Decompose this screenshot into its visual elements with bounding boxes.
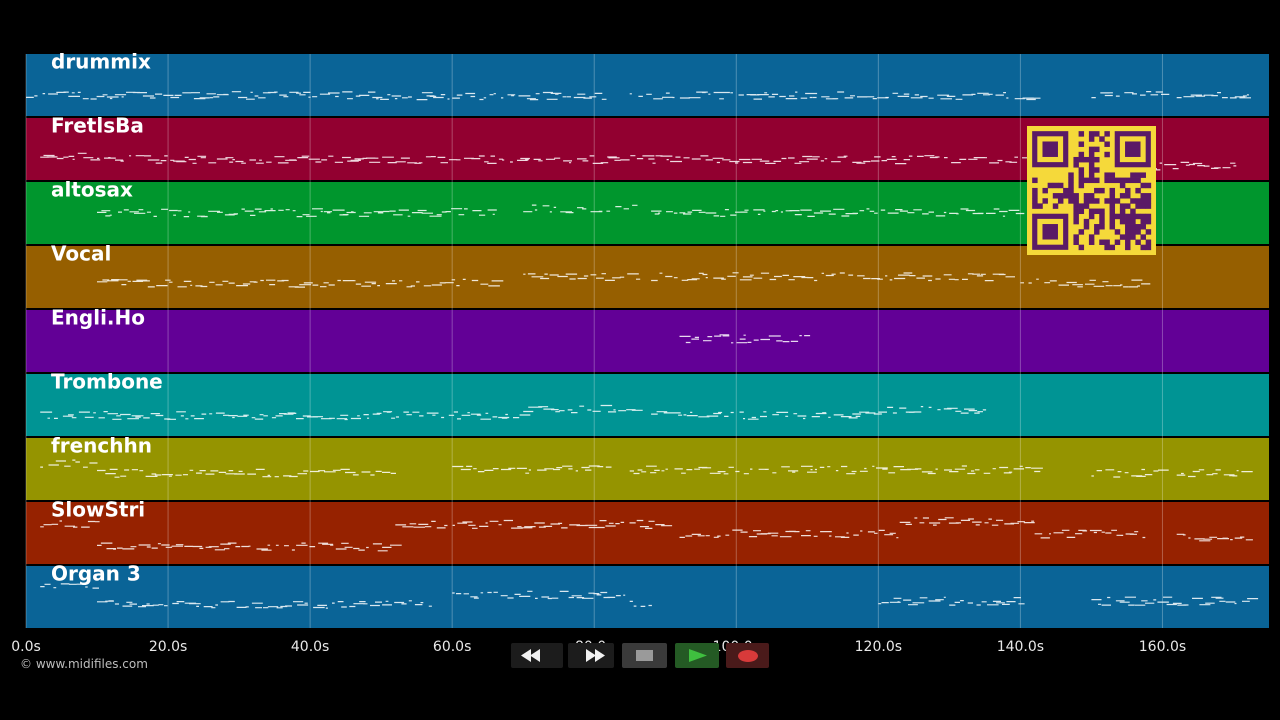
axis-tick-label: 40.0s (290, 639, 330, 655)
note-trace (523, 204, 638, 214)
note-trace (651, 208, 1025, 217)
note-trace (97, 155, 617, 164)
note-trace (1176, 92, 1251, 99)
note-trace (651, 272, 1015, 282)
note-trace (899, 517, 1035, 526)
track-label: altosax (51, 178, 133, 202)
note-trace (97, 468, 396, 478)
track-label: Trombone (51, 370, 163, 394)
track-label: drummix (51, 50, 151, 74)
record-icon (738, 650, 758, 662)
track-lane (26, 246, 1269, 308)
track-label: Engli.Ho (51, 306, 145, 330)
note-trace (1176, 533, 1253, 542)
note-trace (452, 91, 607, 101)
note-trace (1091, 596, 1259, 606)
note-trace (97, 542, 402, 552)
note-trace (651, 411, 882, 420)
axis-tick-label: 20.0s (148, 639, 188, 655)
note-trace (97, 208, 497, 218)
note-trace (97, 600, 432, 609)
note-trace (452, 465, 612, 474)
axis-tick-label: 160.0s (1138, 639, 1187, 655)
rewind-button[interactable] (511, 643, 563, 668)
note-trace (40, 152, 101, 161)
track-label: Organ 3 (51, 562, 141, 586)
note-trace (1091, 91, 1170, 99)
track-lane (26, 502, 1269, 564)
note-trace (82, 91, 450, 101)
note-trace (608, 155, 1043, 165)
play-button[interactable] (675, 643, 719, 668)
note-trace (395, 519, 673, 529)
note-trace (26, 91, 81, 98)
track-label: Vocal (51, 242, 111, 266)
note-trace (40, 459, 98, 468)
note-trace (885, 92, 1041, 101)
copyright-text: © www.midifiles.com (20, 657, 148, 671)
play-icon (689, 649, 707, 662)
note-trace (40, 411, 531, 421)
track-lane (26, 566, 1269, 628)
fast-forward-icon (586, 649, 605, 662)
note-trace (679, 334, 811, 344)
track-lane (26, 54, 1269, 116)
stop-button[interactable] (622, 643, 667, 668)
track-lane (26, 374, 1269, 436)
note-trace (523, 404, 643, 414)
note-trace (629, 465, 1043, 475)
rewind-icon (521, 649, 540, 662)
note-trace (878, 406, 987, 414)
note-trace (679, 529, 899, 539)
note-trace (629, 600, 652, 607)
axis-tick-label: 140.0s (996, 639, 1045, 655)
note-trace (1034, 529, 1146, 539)
note-trace (1176, 469, 1253, 478)
note-trace (40, 583, 99, 589)
note-trace (629, 91, 889, 100)
note-trace (523, 273, 641, 281)
axis-tick-label: 60.0s (432, 639, 472, 655)
note-trace (1020, 278, 1151, 288)
note-trace (97, 278, 504, 288)
note-trace (878, 596, 1025, 606)
track-label: FretlsBa (51, 114, 144, 138)
record-button[interactable] (726, 643, 769, 668)
note-trace (1091, 468, 1169, 478)
qr-code[interactable] (1027, 126, 1156, 255)
stop-icon (636, 650, 653, 661)
axis-tick-label: 0.0s (11, 639, 41, 655)
track-label: SlowStri (51, 498, 145, 522)
track-lane (26, 310, 1269, 372)
note-trace (40, 520, 100, 528)
note-trace (452, 590, 626, 600)
axis-tick-label: 120.0s (854, 639, 903, 655)
track-label: frenchhn (51, 434, 152, 458)
fast-forward-button[interactable] (568, 643, 614, 668)
track-lane (26, 438, 1269, 500)
transport-controls (511, 643, 769, 668)
